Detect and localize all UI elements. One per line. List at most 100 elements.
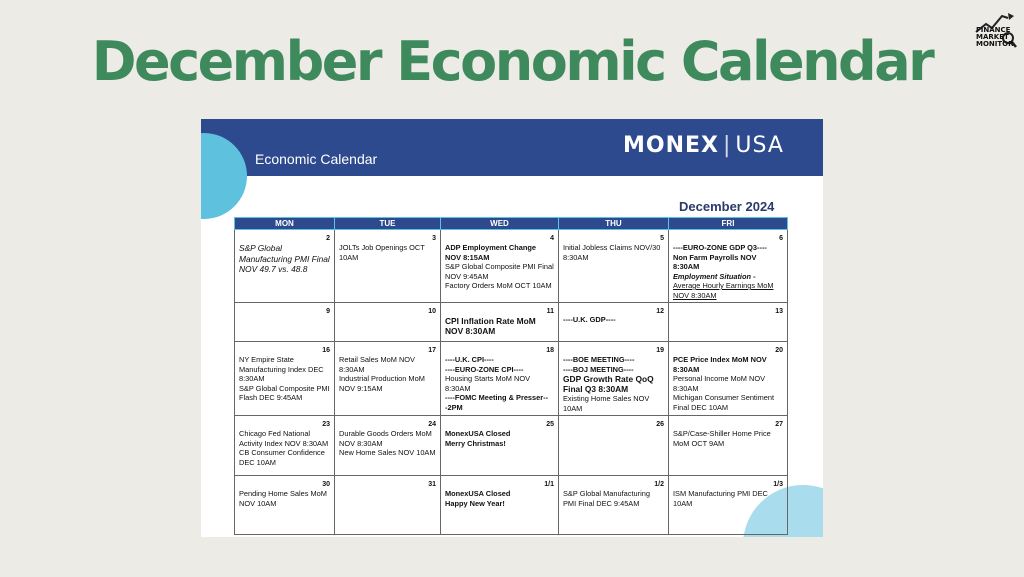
- day-cell: 4 ADP Employment Change NOV 8:15AM S&P Glo…: [441, 230, 559, 303]
- calendar-event: ISM Manufacturing PMI DEC 10AM: [673, 489, 783, 508]
- calendar-event: Merry Christmas!: [445, 439, 554, 449]
- day-cell: 19 ----BOE MEETING---- ----BOJ MEETING----…: [559, 342, 669, 416]
- calendar-event: Happy New Year!: [445, 499, 554, 509]
- day-cell: 27 S&P/Case-Shiller Home Price MoM OCT 9A…: [669, 416, 788, 476]
- calendar-event: S&P Global Manufacturing PMI Final NOV 4…: [239, 243, 330, 275]
- day-cell: 12 ----U.K. GDP----: [559, 303, 669, 342]
- calendar-event: ----U.K. GDP----: [563, 315, 664, 325]
- weekday-header-row: MON TUE WED THU FRI: [235, 218, 788, 230]
- calendar-grid: MON TUE WED THU FRI 2 S&P Global Manufact…: [234, 217, 788, 535]
- calendar-event: CB Consumer Confidence DEC 10AM: [239, 448, 330, 467]
- day-number: 16: [322, 346, 330, 356]
- day-number: 5: [660, 234, 664, 244]
- calendar-event: ADP Employment Change NOV 8:15AM: [445, 243, 554, 262]
- banner-title: Economic Calendar: [255, 151, 377, 167]
- calendar-document: Economic Calendar MONEX | USA December 202…: [201, 119, 823, 537]
- day-cell: 18 ----U.K. CPI---- ----EURO-ZONE CPI---- H…: [441, 342, 559, 416]
- calendar-event: MonexUSA Closed: [445, 489, 554, 499]
- day-number: 3: [432, 234, 436, 244]
- brand-usa: USA: [735, 133, 784, 158]
- calendar-event: GDP Growth Rate QoQ Final Q3 8:30AM: [563, 374, 664, 394]
- weekday-fri: FRI: [669, 218, 788, 230]
- day-number: 9: [326, 307, 330, 317]
- day-cell: 26: [559, 416, 669, 476]
- day-number: 17: [428, 346, 436, 356]
- day-cell: 1/1 MonexUSA Closed Happy New Year!: [441, 476, 559, 535]
- day-number: 2: [326, 234, 330, 244]
- calendar-event: ----BOE MEETING----: [563, 355, 664, 365]
- day-number: 31: [428, 480, 436, 490]
- weekday-wed: WED: [441, 218, 559, 230]
- monex-usa-logo: MONEX | USA: [623, 133, 784, 158]
- day-number: 13: [775, 307, 783, 317]
- finance-market-monitor-logo: FINANCE MARKET MONITOR: [972, 10, 1018, 50]
- day-number: 4: [550, 234, 554, 244]
- weekday-thu: THU: [559, 218, 669, 230]
- day-cell: 11 CPI Inflation Rate MoM NOV 8:30AM: [441, 303, 559, 342]
- day-number: 20: [775, 346, 783, 356]
- day-number: 6: [779, 234, 783, 244]
- day-number: 25: [546, 420, 554, 430]
- calendar-event: Non Farm Payrolls NOV 8:30AM: [673, 253, 783, 272]
- calendar-event: ----EURO-ZONE GDP Q3----: [673, 243, 783, 253]
- calendar-event: ----U.K. CPI----: [445, 355, 554, 365]
- day-number: 1/3: [773, 480, 783, 490]
- day-cell: 1/3 ISM Manufacturing PMI DEC 10AM: [669, 476, 788, 535]
- weekday-mon: MON: [235, 218, 335, 230]
- day-number: 26: [656, 420, 664, 430]
- calendar-event: Pending Home Sales MoM NOV 10AM: [239, 489, 330, 508]
- day-number: 19: [656, 346, 664, 356]
- day-number: 10: [428, 307, 436, 317]
- calendar-event: New Home Sales NOV 10AM: [339, 448, 436, 458]
- day-cell: 23 Chicago Fed National Activity Index NO…: [235, 416, 335, 476]
- day-cell: 6 ----EURO-ZONE GDP Q3---- Non Farm Payrol…: [669, 230, 788, 303]
- week-row: 16 NY Empire State Manufacturing Index DE…: [235, 342, 788, 416]
- calendar-event: Initial Jobless Claims NOV/30 8:30AM: [563, 243, 664, 262]
- day-cell: 31: [335, 476, 441, 535]
- week-row: 30 Pending Home Sales MoM NOV 10AM 31 1/1…: [235, 476, 788, 535]
- week-row: 9 10 11 CPI Inflation Rate MoM NOV 8:30AM…: [235, 303, 788, 342]
- calendar-event: Michigan Consumer Sentiment Final DEC 10…: [673, 393, 783, 412]
- day-cell: 1/2 S&P Global Manufacturing PMI Final DE…: [559, 476, 669, 535]
- day-number: 24: [428, 420, 436, 430]
- calendar-event: Industrial Production MoM NOV 9:15AM: [339, 374, 436, 393]
- slide-title: December Economic Calendar: [0, 30, 1024, 93]
- calendar-event: Average Hourly Earnings MoM NOV 8:30AM: [673, 281, 783, 300]
- calendar-event: Factory Orders MoM OCT 10AM: [445, 281, 554, 291]
- calendar-event: Retail Sales MoM NOV 8:30AM: [339, 355, 436, 374]
- week-row: 2 S&P Global Manufacturing PMI Final NOV …: [235, 230, 788, 303]
- calendar-event: S&P/Case-Shiller Home Price MoM OCT 9AM: [673, 429, 783, 448]
- brand-monex: MONEX: [623, 133, 719, 158]
- day-number: 30: [322, 480, 330, 490]
- day-number: 11: [547, 307, 554, 317]
- month-label: December 2024: [679, 199, 774, 214]
- day-cell: 17 Retail Sales MoM NOV 8:30AM Industrial …: [335, 342, 441, 416]
- calendar-event: Existing Home Sales NOV 10AM: [563, 394, 664, 413]
- calendar-event: Personal Income MoM NOV 8:30AM: [673, 374, 783, 393]
- calendar-event: CPI Inflation Rate MoM NOV 8:30AM: [445, 316, 554, 336]
- day-cell: 20 PCE Price Index MoM NOV 8:30AM Personal…: [669, 342, 788, 416]
- calendar-event: S&P Global Composite PMI Final NOV 9:45A…: [445, 262, 554, 281]
- calendar-event: Chicago Fed National Activity Index NOV …: [239, 429, 330, 448]
- day-number: 27: [775, 420, 783, 430]
- day-cell: 16 NY Empire State Manufacturing Index DE…: [235, 342, 335, 416]
- day-cell: 24 Durable Goods Orders MoM NOV 8:30AM New…: [335, 416, 441, 476]
- week-row: 23 Chicago Fed National Activity Index NO…: [235, 416, 788, 476]
- calendar-event: S&P Global Composite PMI Flash DEC 9:45A…: [239, 384, 330, 403]
- day-number: 1/2: [654, 480, 664, 490]
- day-cell: 3 JOLTs Job Openings OCT 10AM: [335, 230, 441, 303]
- day-cell: 13: [669, 303, 788, 342]
- day-cell: 25 MonexUSA Closed Merry Christmas!: [441, 416, 559, 476]
- calendar-event: Durable Goods Orders MoM NOV 8:30AM: [339, 429, 436, 448]
- day-number: 18: [546, 346, 554, 356]
- day-cell: 2 S&P Global Manufacturing PMI Final NOV …: [235, 230, 335, 303]
- calendar-event: PCE Price Index MoM NOV 8:30AM: [673, 355, 783, 374]
- day-cell: 10: [335, 303, 441, 342]
- calendar-event: ----FOMC Meeting & Presser---2PM: [445, 393, 554, 412]
- calendar-event: JOLTs Job Openings OCT 10AM: [339, 243, 436, 262]
- day-number: 12: [656, 307, 664, 317]
- calendar-event: MonexUSA Closed: [445, 429, 554, 439]
- calendar-event: S&P Global Manufacturing PMI Final DEC 9…: [563, 489, 664, 508]
- day-number: 1/1: [544, 480, 554, 490]
- day-cell: 5 Initial Jobless Claims NOV/30 8:30AM: [559, 230, 669, 303]
